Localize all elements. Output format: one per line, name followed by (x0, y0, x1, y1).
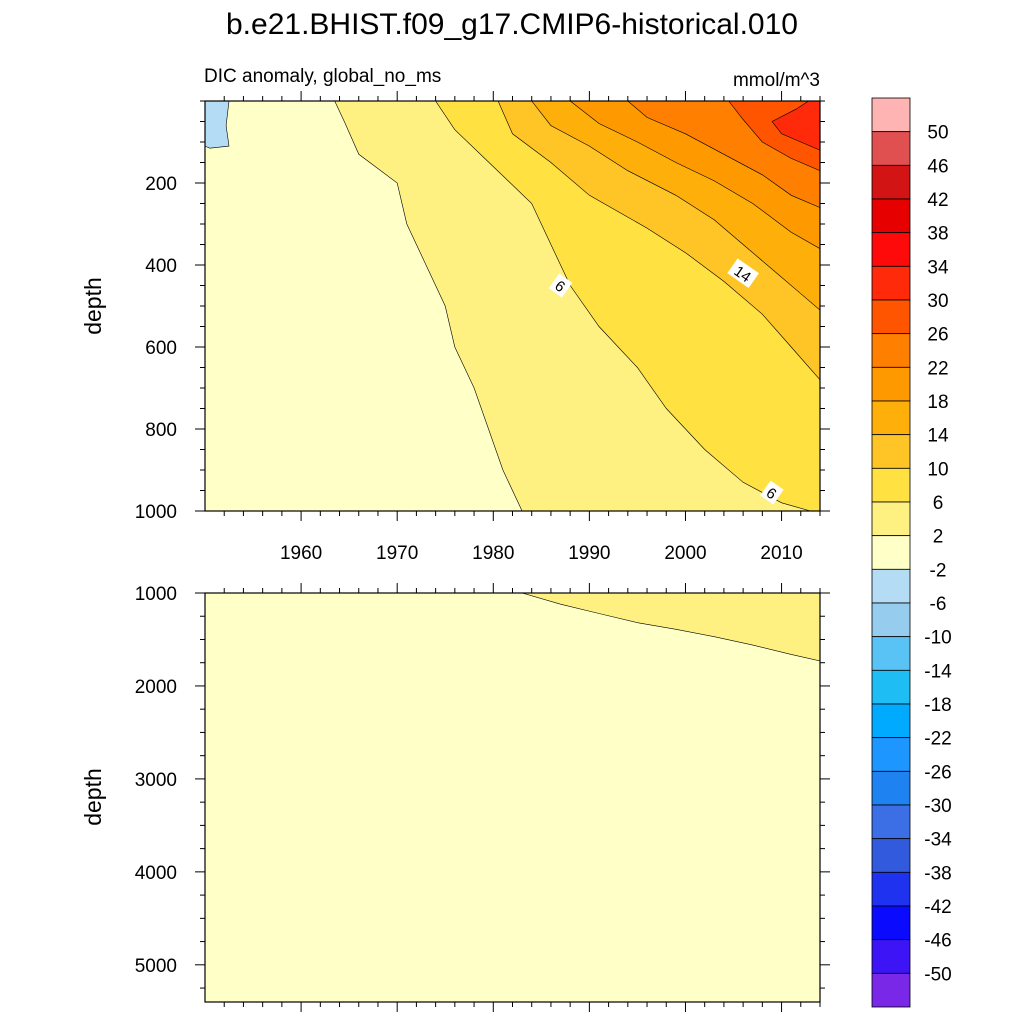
colorbar-label: 26 (927, 325, 948, 346)
colorbar-cell (871, 333, 911, 368)
y-tick-label: 400 (145, 256, 177, 277)
x-tick-label: 1960 (280, 543, 322, 564)
colorbar-cell (871, 131, 911, 166)
contour-region-9 (205, 101, 230, 149)
y-tick-label: 5000 (135, 956, 177, 977)
colorbar-cell (871, 770, 911, 806)
y-tick-label: 1000 (135, 584, 177, 605)
colorbar-cell (871, 636, 911, 671)
colorbar-cell (871, 568, 911, 604)
colorbar-cell (871, 703, 911, 739)
chart-subtitle-left: DIC anomaly, global_no_ms (204, 66, 441, 87)
colorbar-cell (871, 299, 911, 335)
contour-label-box (727, 258, 759, 289)
x-tick-label: 1990 (568, 543, 610, 564)
colorbar-label: -50 (924, 964, 951, 985)
chart-title: b.e21.BHIST.f09_g17.CMIP6-historical.010 (226, 8, 798, 41)
colorbar-cell (871, 164, 911, 200)
contour-label-box (760, 480, 784, 505)
colorbar-cell (871, 265, 911, 301)
colorbar-label: -42 (924, 897, 951, 918)
x-tick-label: 1980 (472, 543, 514, 564)
colorbar-label: -14 (924, 661, 952, 682)
colorbar-label: -6 (930, 594, 947, 615)
colorbar-cell (871, 501, 911, 537)
colorbar-label: 34 (927, 257, 949, 278)
colorbar-label: 38 (927, 224, 948, 245)
contour-region-1 (522, 593, 820, 662)
colorbar-cell (871, 400, 911, 436)
contour-fill-group (205, 101, 820, 511)
y-tick-label: 200 (145, 174, 177, 195)
contour-region-8 (771, 101, 820, 151)
colorbar-legend: 50 46 42 38 34 30 26 22 18 14 10 6 2 -2 -6 -10 -14 -18 -22… (871, 97, 952, 1008)
colorbar-label: 22 (927, 358, 948, 379)
colorbar-cell (871, 434, 911, 469)
colorbar-cell (871, 198, 911, 234)
colorbar-label: 46 (927, 156, 948, 177)
colorbar-label: -38 (924, 863, 951, 884)
colorbar-cell (871, 939, 911, 974)
colorbar-label: -18 (924, 695, 951, 716)
colorbar-label: 50 (927, 123, 948, 144)
colorbar-cell (871, 97, 911, 133)
contour-label: 14 (727, 258, 759, 289)
y-axis-label: depth (80, 277, 106, 335)
colorbar-cell (871, 366, 911, 402)
colorbar-cell (871, 905, 911, 941)
x-tick-label: 2010 (760, 543, 802, 564)
colorbar-label: 6 (933, 493, 944, 514)
contour-label-text: 14 (731, 263, 754, 286)
chart-units: mmol/m^3 (733, 70, 820, 91)
y-tick-label: 1000 (135, 502, 177, 523)
colorbar-label: 30 (927, 291, 948, 312)
colorbar-label: 18 (927, 392, 948, 413)
colorbar-label: 10 (927, 459, 948, 480)
colorbar-label: -30 (924, 796, 951, 817)
y-tick-label: 3000 (135, 770, 177, 791)
colorbar-label: -26 (924, 762, 951, 783)
y-tick-label: 800 (145, 420, 177, 441)
contour-label: 6 (548, 273, 573, 298)
colorbar-cell (871, 972, 911, 1008)
upper-depth-panel: 1960 1970 1980 1990 2000 2010 200 400 600 800 1000… (80, 91, 830, 564)
colorbar-cell (871, 535, 911, 570)
colorbar-label: 42 (927, 190, 948, 211)
contour-region-0 (205, 593, 820, 1002)
colorbar-cell (871, 804, 911, 840)
contour-label-box (548, 273, 573, 298)
lower-depth-panel: 1000 2000 3000 4000 5000 depth (80, 583, 830, 1012)
colorbar-cell (871, 602, 911, 638)
y-axis-label: depth (80, 768, 106, 826)
colorbar-label: 2 (933, 527, 944, 548)
colorbar-cell (871, 737, 911, 772)
colorbar-cell (871, 871, 911, 907)
colorbar-label: -46 (924, 931, 951, 952)
contour-fill-group (205, 593, 820, 1002)
colorbar-label: -34 (924, 830, 952, 851)
colorbar-label: 14 (927, 426, 949, 447)
contour-label: 6 (760, 480, 784, 505)
colorbar-label: -10 (924, 628, 951, 649)
colorbar-label: -22 (924, 729, 951, 750)
y-tick-label: 2000 (135, 677, 177, 698)
x-tick-label: 2000 (664, 543, 706, 564)
y-tick-label: 600 (145, 338, 177, 359)
y-tick-label: 4000 (135, 863, 177, 884)
colorbar-cell (871, 669, 911, 705)
colorbar-cell (871, 838, 911, 873)
colorbar-cell (871, 232, 911, 267)
colorbar-label: -2 (930, 560, 947, 581)
x-tick-label: 1970 (376, 543, 418, 564)
colorbar-cell (871, 467, 911, 503)
